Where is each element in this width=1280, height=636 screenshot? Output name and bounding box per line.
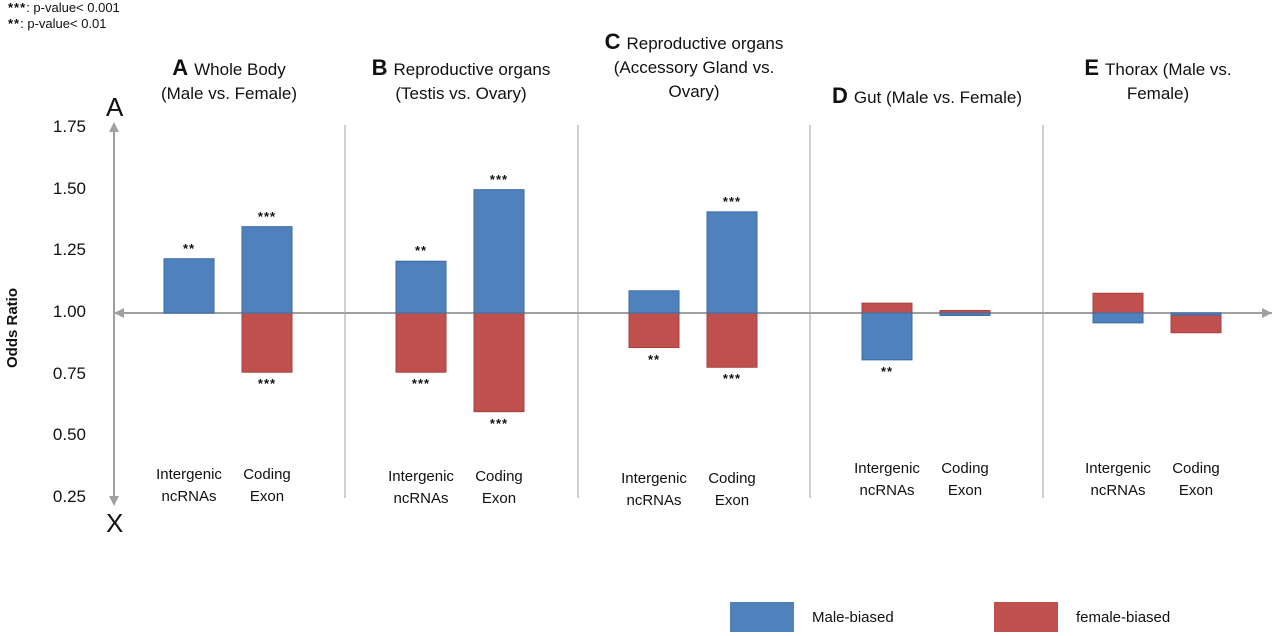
baseline-arrow-left [114, 308, 124, 318]
y-axis-arrow-down [109, 496, 119, 506]
y-axis-arrow-up [109, 122, 119, 132]
female-significance-marker: *** [257, 376, 277, 392]
y-tick-label: 1.00 [52, 302, 86, 321]
female-significance-marker: ** [647, 351, 661, 367]
male-biased-bar [628, 290, 680, 314]
female-biased-bar [241, 312, 293, 373]
male-significance-marker: ** [414, 243, 428, 259]
panel-title: C Reproductive organs (Accessory Gland vs… [579, 30, 809, 104]
panel-letter: E [1084, 55, 1100, 80]
male-biased-bar [706, 211, 758, 314]
male-significance-marker: *** [722, 193, 742, 209]
panel-title-text: Whole Body (Male vs. Female) [160, 60, 298, 103]
category-label: Coding Exon [941, 460, 989, 499]
female-biased-bar [861, 302, 913, 314]
y-tick-label: 0.25 [52, 487, 86, 506]
category-label: Intergenic ncRNAs [621, 470, 687, 509]
male-biased-bar [241, 226, 293, 314]
sig-legend-text: : p-value< 0.001 [26, 0, 120, 15]
legend-label-male: Male-biased [812, 609, 894, 626]
significance-legend: ***: p-value< 0.001 **: p-value< 0.01 [8, 0, 120, 32]
sig-legend-text: : p-value< 0.01 [20, 16, 107, 31]
male-biased-bar [861, 312, 913, 361]
female-biased-bar [706, 312, 758, 368]
baseline-arrow-right [1262, 308, 1272, 318]
male-biased-bar [163, 258, 215, 314]
category-label: Coding Exon [475, 468, 523, 507]
panel-title-text: Thorax (Male vs. Female) [1105, 60, 1232, 103]
panel-title: A Whole Body (Male vs. Female) [114, 56, 344, 106]
female-significance-marker: *** [722, 371, 742, 387]
panel-title: D Gut (Male vs. Female) [812, 84, 1042, 110]
panel-title: B Reproductive organs (Testis vs. Ovary) [346, 56, 576, 106]
corner-letter-top: A [106, 92, 124, 122]
male-significance-marker: ** [880, 363, 894, 379]
panel-title-text: Reproductive organs (Accessory Gland vs.… [613, 34, 784, 101]
sig-legend-stars: ** [8, 16, 21, 31]
male-significance-marker: *** [257, 208, 277, 224]
category-label: Coding Exon [1172, 460, 1220, 499]
female-biased-bar [1092, 292, 1144, 314]
panel-title: E Thorax (Male vs. Female) [1043, 56, 1273, 106]
male-biased-bar [395, 260, 447, 314]
female-significance-marker: *** [489, 415, 509, 431]
male-biased-bar [1170, 312, 1222, 316]
sig-legend-row-1: ***: p-value< 0.001 [8, 0, 120, 16]
legend-swatch-female [994, 602, 1058, 632]
female-biased-bar [473, 312, 525, 413]
panel-title-text: Reproductive organs (Testis vs. Ovary) [393, 60, 551, 103]
sig-legend-stars: *** [8, 0, 27, 15]
sig-legend-row-2: **: p-value< 0.01 [8, 16, 120, 32]
panel-title-text: Gut (Male vs. Female) [853, 88, 1023, 107]
male-biased-bar [1092, 312, 1144, 324]
panel-letter: A [172, 55, 189, 80]
male-biased-bar [939, 312, 991, 316]
male-significance-marker: *** [489, 171, 509, 187]
male-biased-bar [473, 189, 525, 314]
corner-letter-bottom: X [106, 508, 124, 538]
category-label: Intergenic ncRNAs [854, 460, 920, 499]
y-tick-label: 1.75 [52, 117, 86, 136]
y-tick-label: 1.50 [52, 178, 86, 198]
y-tick-label: 1.25 [52, 240, 86, 260]
legend-swatch-male [730, 602, 794, 632]
female-significance-marker: *** [411, 376, 431, 392]
panel-letter: B [371, 55, 388, 80]
female-biased-bar [1170, 312, 1222, 334]
female-biased-bar [628, 312, 680, 349]
panel-letter: D [831, 83, 848, 108]
y-tick-label: 0.75 [52, 363, 86, 383]
category-label: Coding Exon [708, 470, 756, 509]
category-label: Intergenic ncRNAs [388, 468, 454, 507]
y-tick-label: 0.50 [52, 425, 86, 445]
category-label: Coding Exon [243, 466, 291, 505]
category-label: Intergenic ncRNAs [1085, 460, 1151, 499]
female-biased-bar [395, 312, 447, 373]
panel-letter: C [604, 29, 621, 54]
category-label: Intergenic ncRNAs [156, 466, 222, 505]
male-significance-marker: ** [182, 240, 196, 256]
legend-label-female: female-biased [1076, 609, 1171, 626]
